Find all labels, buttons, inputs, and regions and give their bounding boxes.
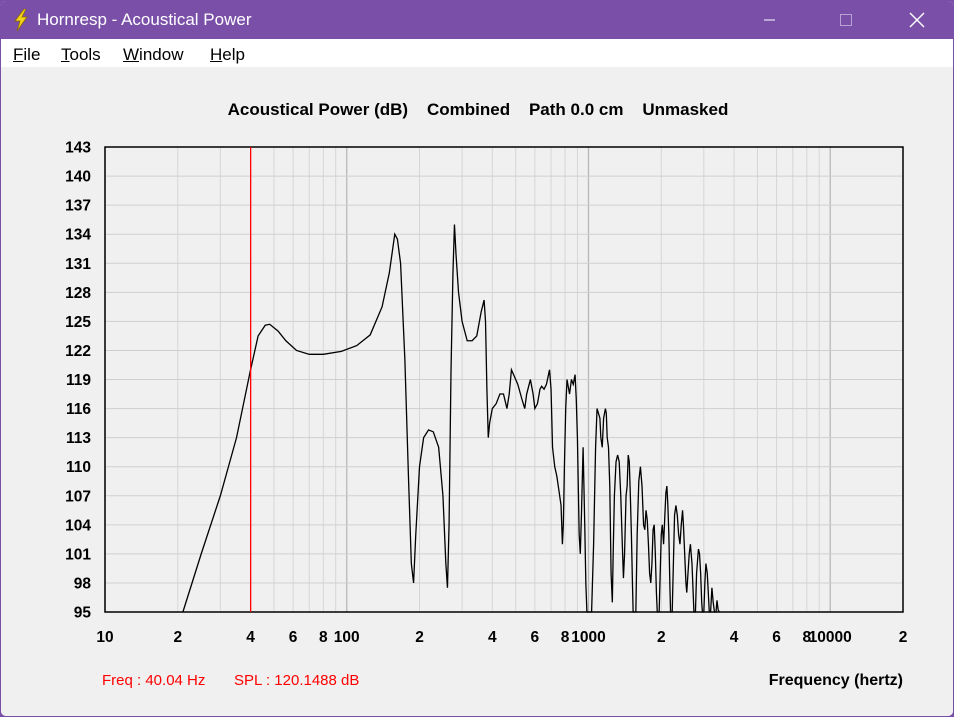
y-tick-label: 101 — [65, 546, 91, 563]
y-tick-label: 128 — [65, 285, 91, 302]
maximize-button[interactable] — [823, 1, 869, 39]
x-tick-label: 6 — [531, 629, 540, 646]
grid-horizontal — [105, 146, 903, 613]
y-tick-label: 131 — [65, 256, 91, 273]
menu-tools-label: ools — [69, 45, 101, 64]
series-line — [182, 224, 720, 613]
x-tick-label: 8 — [561, 629, 570, 646]
x-tick-label: 4 — [730, 629, 739, 646]
y-tick-label: 122 — [65, 343, 91, 360]
x-tick-label: 10000 — [809, 629, 852, 646]
menu-help-accel: H — [210, 45, 223, 64]
x-tick-label: 6 — [289, 629, 298, 646]
x-tick-label: 1000 — [571, 629, 605, 646]
minimize-icon — [764, 19, 775, 21]
menu-help-label: elp — [222, 45, 245, 64]
x-tick-label: 6 — [772, 629, 781, 646]
menu-tools[interactable]: Tools — [61, 45, 101, 65]
readout-spl: SPL : 120.1488 dB — [234, 672, 359, 689]
x-tick-label: 100 — [334, 629, 360, 646]
maximize-icon — [840, 14, 852, 26]
menu-help[interactable]: Help — [210, 45, 245, 65]
y-tick-label: 104 — [65, 517, 91, 534]
menu-bar: File Tools Window Help — [1, 39, 953, 67]
y-tick-label: 95 — [74, 605, 92, 622]
y-tick-label: 125 — [65, 314, 91, 331]
menu-window[interactable]: Window — [123, 45, 183, 65]
close-button[interactable] — [894, 1, 940, 39]
acoustical-power-chart[interactable]: Acoustical Power (dB) Combined Path 0.0 … — [1, 67, 954, 717]
x-tick-label: 4 — [488, 629, 497, 646]
x-tick-label: 2 — [657, 629, 666, 646]
y-tick-label: 143 — [65, 140, 91, 157]
title-bar[interactable]: Hornresp - Acoustical Power — [1, 1, 953, 39]
minimize-button[interactable] — [747, 1, 793, 39]
chart-title: Acoustical Power (dB) Combined Path 0.0 … — [228, 100, 729, 119]
y-tick-label: 119 — [66, 372, 91, 389]
y-tick-label: 113 — [66, 430, 91, 447]
x-tick-label: 8 — [319, 629, 328, 646]
menu-file[interactable]: File — [13, 45, 40, 65]
close-icon — [909, 12, 925, 28]
window-title: Hornresp - Acoustical Power — [37, 10, 252, 29]
menu-file-accel: F — [13, 45, 24, 64]
chart-area: Acoustical Power (dB) Combined Path 0.0 … — [1, 67, 954, 717]
menu-window-accel: W — [123, 45, 140, 64]
menu-tools-accel: T — [61, 45, 70, 64]
x-tick-label: 10 — [96, 629, 113, 646]
y-tick-label: 98 — [74, 575, 92, 592]
x-tick-label: 2 — [899, 629, 908, 646]
plot-frame — [104, 146, 904, 613]
y-tick-label: 116 — [66, 401, 91, 418]
x-tick-label: 4 — [246, 629, 255, 646]
x-tick-label: 8 — [802, 629, 811, 646]
y-tick-label: 140 — [65, 169, 91, 186]
y-tick-label: 110 — [66, 459, 91, 476]
x-tick-label: 2 — [415, 629, 424, 646]
menu-file-label: ile — [23, 45, 41, 64]
readout-freq: Freq : 40.04 Hz — [102, 672, 205, 689]
lightning-bolt-icon — [14, 9, 28, 31]
x-axis-label: Frequency (hertz) — [769, 672, 903, 689]
menu-window-label: indow — [139, 45, 184, 64]
y-tick-label: 107 — [65, 488, 91, 505]
y-tick-label: 137 — [65, 198, 91, 215]
x-tick-label: 2 — [173, 629, 182, 646]
y-tick-label: 134 — [65, 227, 91, 244]
y-tick-labels: 143 140 137 134 131 128 125 122 119 116 113 110 107 1… — [65, 140, 91, 622]
